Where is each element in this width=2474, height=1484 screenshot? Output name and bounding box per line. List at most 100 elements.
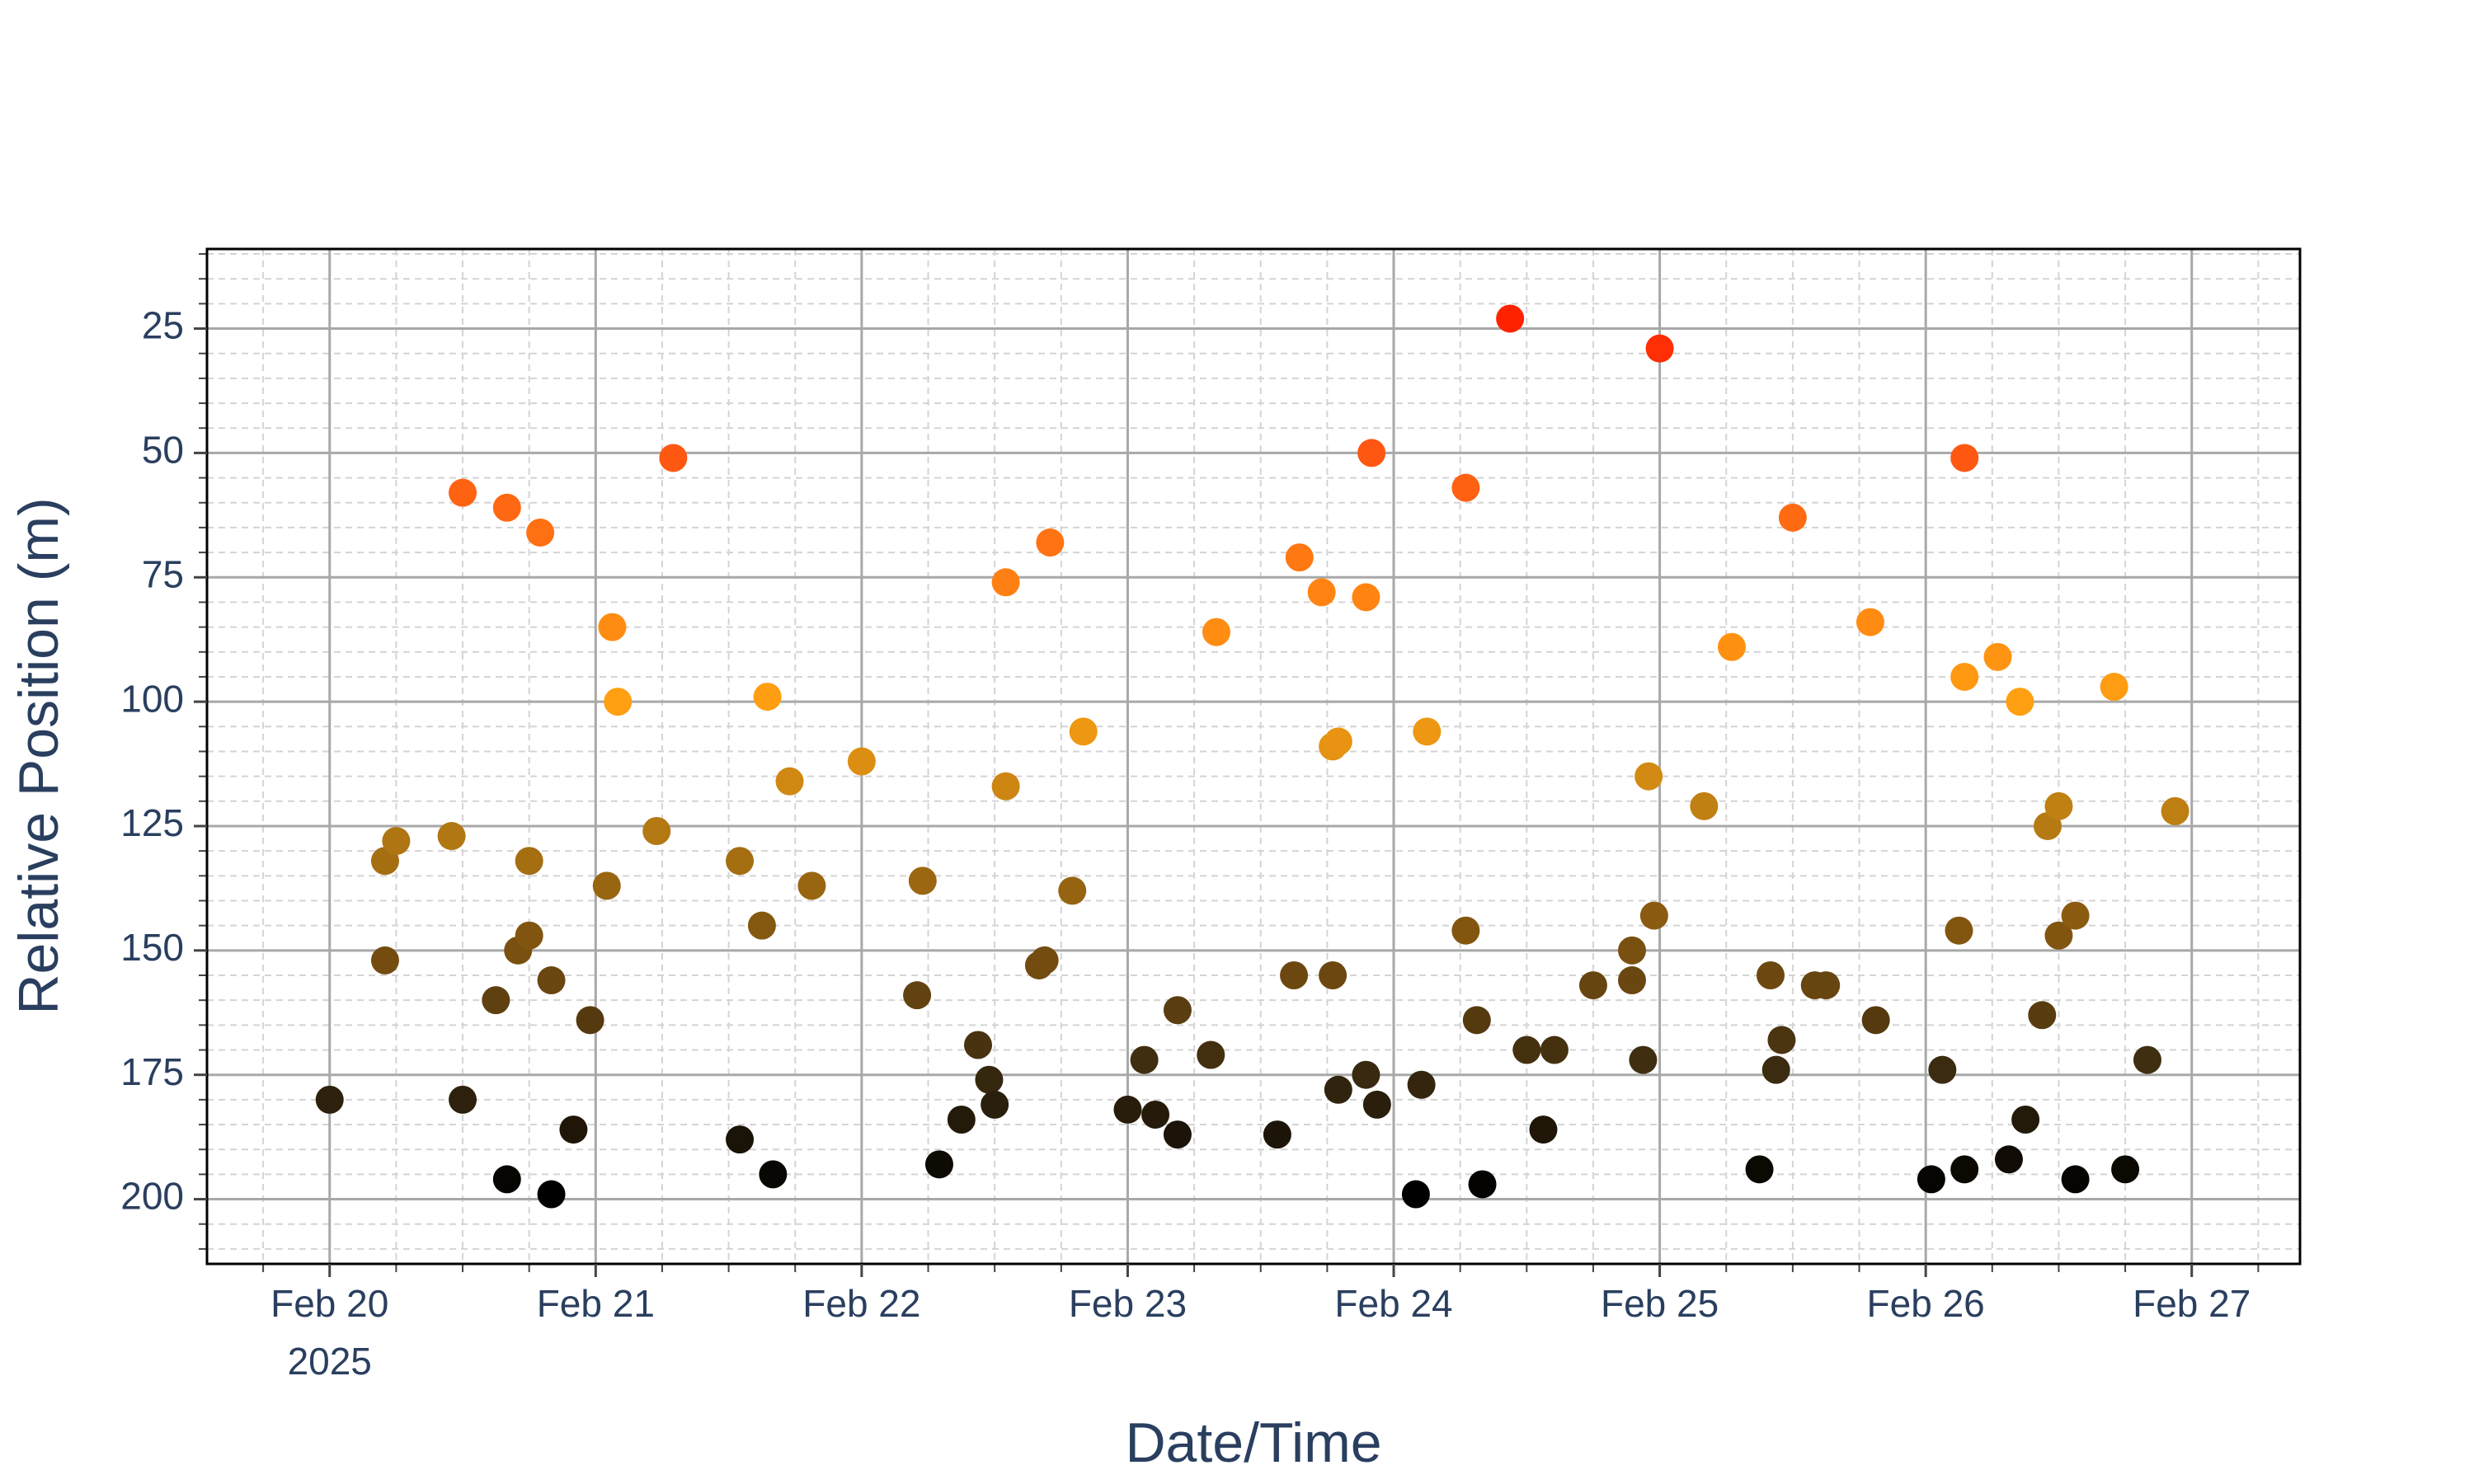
point [1540,1036,1569,1064]
point [981,1090,1009,1119]
y-tick-label: 25 [142,304,184,347]
point [1861,1006,1890,1035]
point [1352,1060,1380,1089]
plot-frame [205,247,2302,1266]
point [1928,1055,1957,1084]
point [1945,916,1973,945]
point [1113,1095,1142,1124]
point [1812,971,1841,1000]
x-tick-label: Feb 21 [537,1282,655,1325]
y-tick-label: 50 [142,429,184,472]
point [1745,1155,1774,1184]
point [1357,439,1386,467]
point [903,981,932,1010]
point [1717,632,1746,661]
point [1778,503,1807,532]
point [1761,1055,1790,1084]
point [1352,583,1380,612]
point [1690,791,1719,820]
point [492,1165,521,1194]
point [1280,961,1309,990]
point [1307,578,1336,607]
point [515,921,543,950]
point [1629,1045,1658,1074]
point [370,946,399,974]
point [797,871,826,900]
point [1197,1040,1225,1069]
point [1617,936,1646,965]
point [726,1125,755,1154]
point [2028,1001,2057,1030]
point [1324,727,1352,756]
x-tick-label: Feb 23 [1069,1282,1187,1325]
point [1263,1120,1291,1149]
point [1645,334,1674,363]
y-tick-label: 100 [120,677,184,720]
point [1950,444,1979,472]
point [1462,1006,1491,1035]
point [1529,1115,1558,1144]
point [991,568,1020,597]
x-tick-label: Feb 20 [270,1282,388,1325]
point [924,1150,953,1179]
x-axis-title: Date/Time [1125,1411,1381,1474]
point [947,1106,976,1134]
point [1163,1120,1192,1149]
point [315,1085,344,1114]
point [1030,946,1059,974]
point [1413,717,1442,746]
y-axis-title: Relative Position (m) [7,497,70,1014]
point [482,986,510,1015]
point [2006,688,2034,716]
y-tick-label: 75 [142,552,184,595]
point [991,772,1020,801]
point [1983,642,2012,671]
point [592,871,621,900]
point [382,827,411,856]
x-tick-label: Feb 25 [1601,1282,1719,1325]
point [449,478,477,507]
point [1917,1165,1945,1194]
y-tick-label: 150 [120,926,184,969]
point [1163,996,1192,1025]
y-tick-label: 125 [120,801,184,844]
point [1362,1090,1391,1119]
point [775,767,804,796]
point [2044,791,2073,820]
point [1069,717,1098,746]
point [1639,901,1668,930]
point [964,1031,993,1059]
point [1130,1045,1159,1074]
point [437,822,466,851]
point [1767,1026,1796,1054]
points [315,304,2189,1209]
point [1319,961,1348,990]
point [1401,1180,1430,1209]
point [1496,304,1525,333]
point [1994,1145,2023,1174]
y-tick-label: 200 [120,1175,184,1218]
point [2133,1045,2161,1074]
x-tick-label: Feb 27 [2133,1282,2251,1325]
point [559,1115,588,1144]
point [759,1160,788,1189]
point [726,847,755,876]
point [1036,528,1065,557]
point [492,493,521,522]
point [847,747,876,776]
point [604,688,633,716]
point [1058,876,1087,905]
point [642,817,671,846]
y-tick-label: 175 [120,1050,184,1093]
point [1451,916,1480,945]
point [1468,1170,1497,1199]
point [747,911,776,940]
point [537,1180,566,1209]
point [1285,543,1314,572]
point [2161,796,2189,825]
point [1324,1075,1352,1104]
point [2061,1165,2090,1194]
point [598,613,627,641]
point [908,866,937,895]
point [1141,1100,1170,1129]
